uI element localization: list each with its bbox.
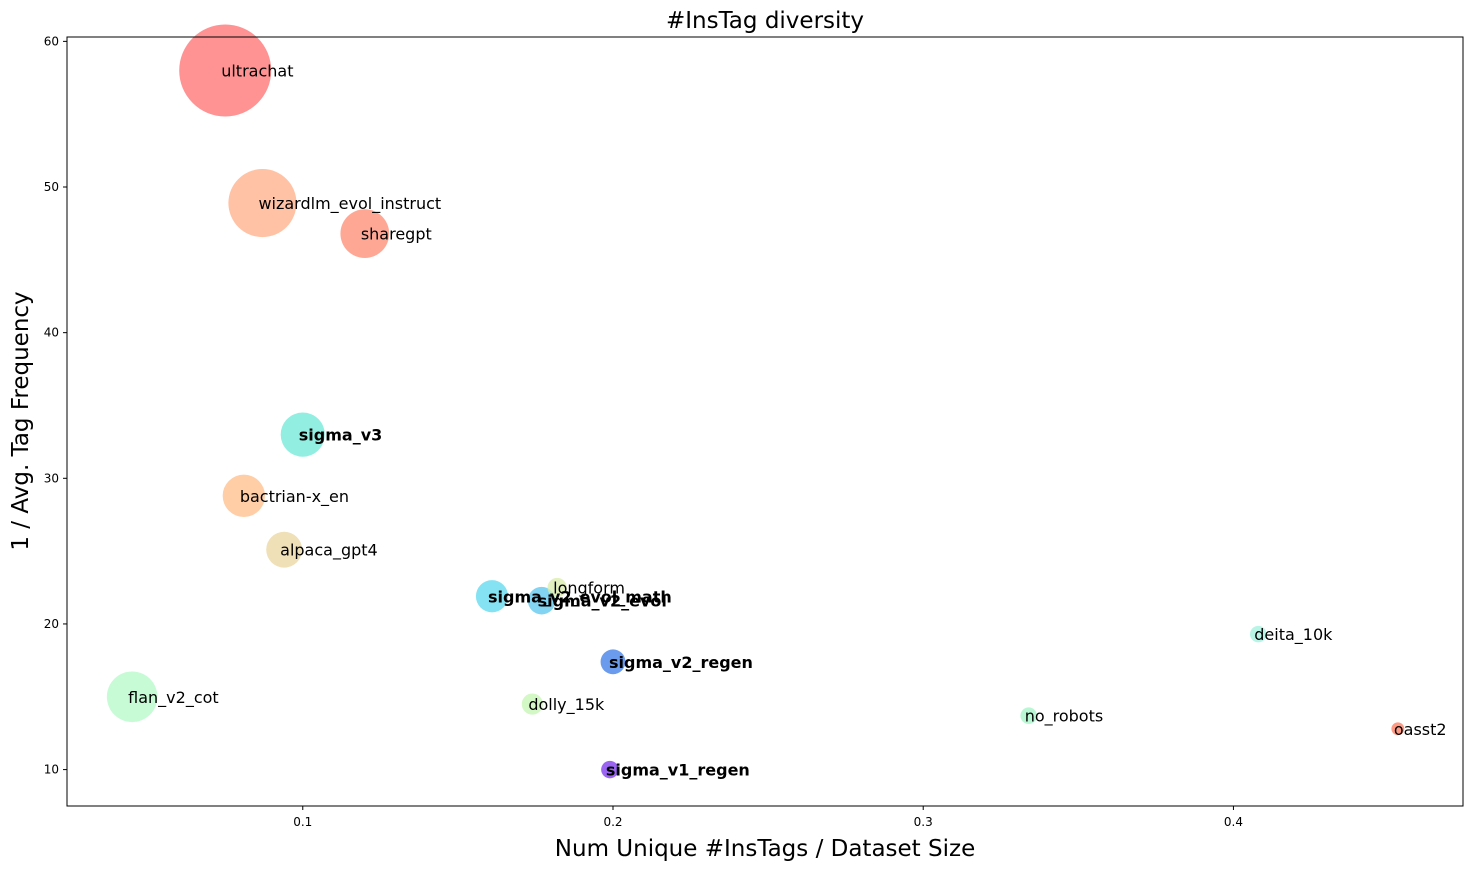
point-label-longform: longform: [553, 579, 625, 598]
chart-title: #InsTag diversity: [666, 8, 864, 34]
y-tick-label: 10: [44, 763, 59, 777]
data-point-sigma-v2-evol: [527, 586, 556, 615]
data-point-oasst2: [1391, 722, 1405, 736]
data-point-wizardlm-evol-instruct: [228, 168, 297, 238]
x-tick-label: 0.1: [293, 815, 312, 829]
plot-area-frame: [66, 36, 1464, 807]
y-axis: 10 20 30 40 50 60: [44, 34, 67, 777]
point-label-bactrian-x-en: bactrian-x_en: [240, 487, 349, 507]
point-label-sigma-v2-regen: sigma_v2_regen: [609, 653, 753, 672]
point-label-sigma-v2-evol-math: sigma_v2_evol_math: [488, 587, 672, 606]
data-point-sigma-v2-regen: [600, 649, 626, 675]
y-tick-label: 50: [44, 180, 59, 194]
x-axis-label: Num Unique #InsTags / Dataset Size: [555, 836, 975, 862]
point-label-deita-10k: deita_10k: [1254, 625, 1333, 645]
x-tick-label: 0.3: [914, 815, 933, 829]
data-point-bactrian-x-en: [222, 474, 265, 517]
point-label-ultrachat: ultrachat: [221, 61, 293, 80]
point-labels-layer: ultrachat wizardlm_evol_instruct sharegpt s…: [128, 61, 1446, 779]
point-label-sigma-v3: sigma_v3: [299, 426, 383, 445]
point-label-wizardlm-evol-instruct: wizardlm_evol_instruct: [258, 194, 441, 214]
point-label-sharegpt: sharegpt: [361, 225, 432, 244]
data-point-flan-v2-cot: [106, 671, 158, 723]
point-label-no-robots: no_robots: [1025, 707, 1104, 727]
y-tick-label: 20: [44, 617, 59, 631]
data-point-sigma-v3: [280, 412, 325, 457]
point-label-oasst2: oasst2: [1394, 720, 1447, 739]
data-point-dolly-15k: [521, 693, 543, 715]
point-label-dolly-15k: dolly_15k: [528, 695, 605, 715]
data-point-deita-10k: [1249, 625, 1267, 643]
point-label-sigma-v2-evol: sigma_v2_evol: [538, 592, 667, 611]
y-tick-label: 40: [44, 326, 59, 340]
data-point-alpaca-gpt4: [266, 531, 303, 568]
y-tick-label: 60: [44, 34, 59, 48]
y-tick-label: 30: [44, 471, 59, 485]
data-point-sigma-v2-evol-math: [475, 580, 509, 613]
y-axis-label: 1 / Avg. Tag Frequency: [8, 291, 34, 550]
x-tick-label: 0.4: [1224, 815, 1243, 829]
data-point-longform: [547, 577, 567, 598]
data-point-sharegpt: [340, 209, 390, 258]
point-label-alpaca-gpt4: alpaca_gpt4: [280, 541, 378, 561]
point-label-sigma-v1-regen: sigma_v1_regen: [606, 761, 750, 780]
x-axis: 0.1 0.2 0.3 0.4: [293, 806, 1243, 829]
point-label-flan-v2-cot: flan_v2_cot: [128, 688, 219, 708]
data-point-no-robots: [1020, 707, 1037, 724]
data-point-ultrachat: [179, 24, 272, 117]
data-point-sigma-v1-regen: [601, 760, 619, 779]
x-tick-label: 0.2: [603, 815, 622, 829]
points-layer: [106, 24, 1405, 779]
